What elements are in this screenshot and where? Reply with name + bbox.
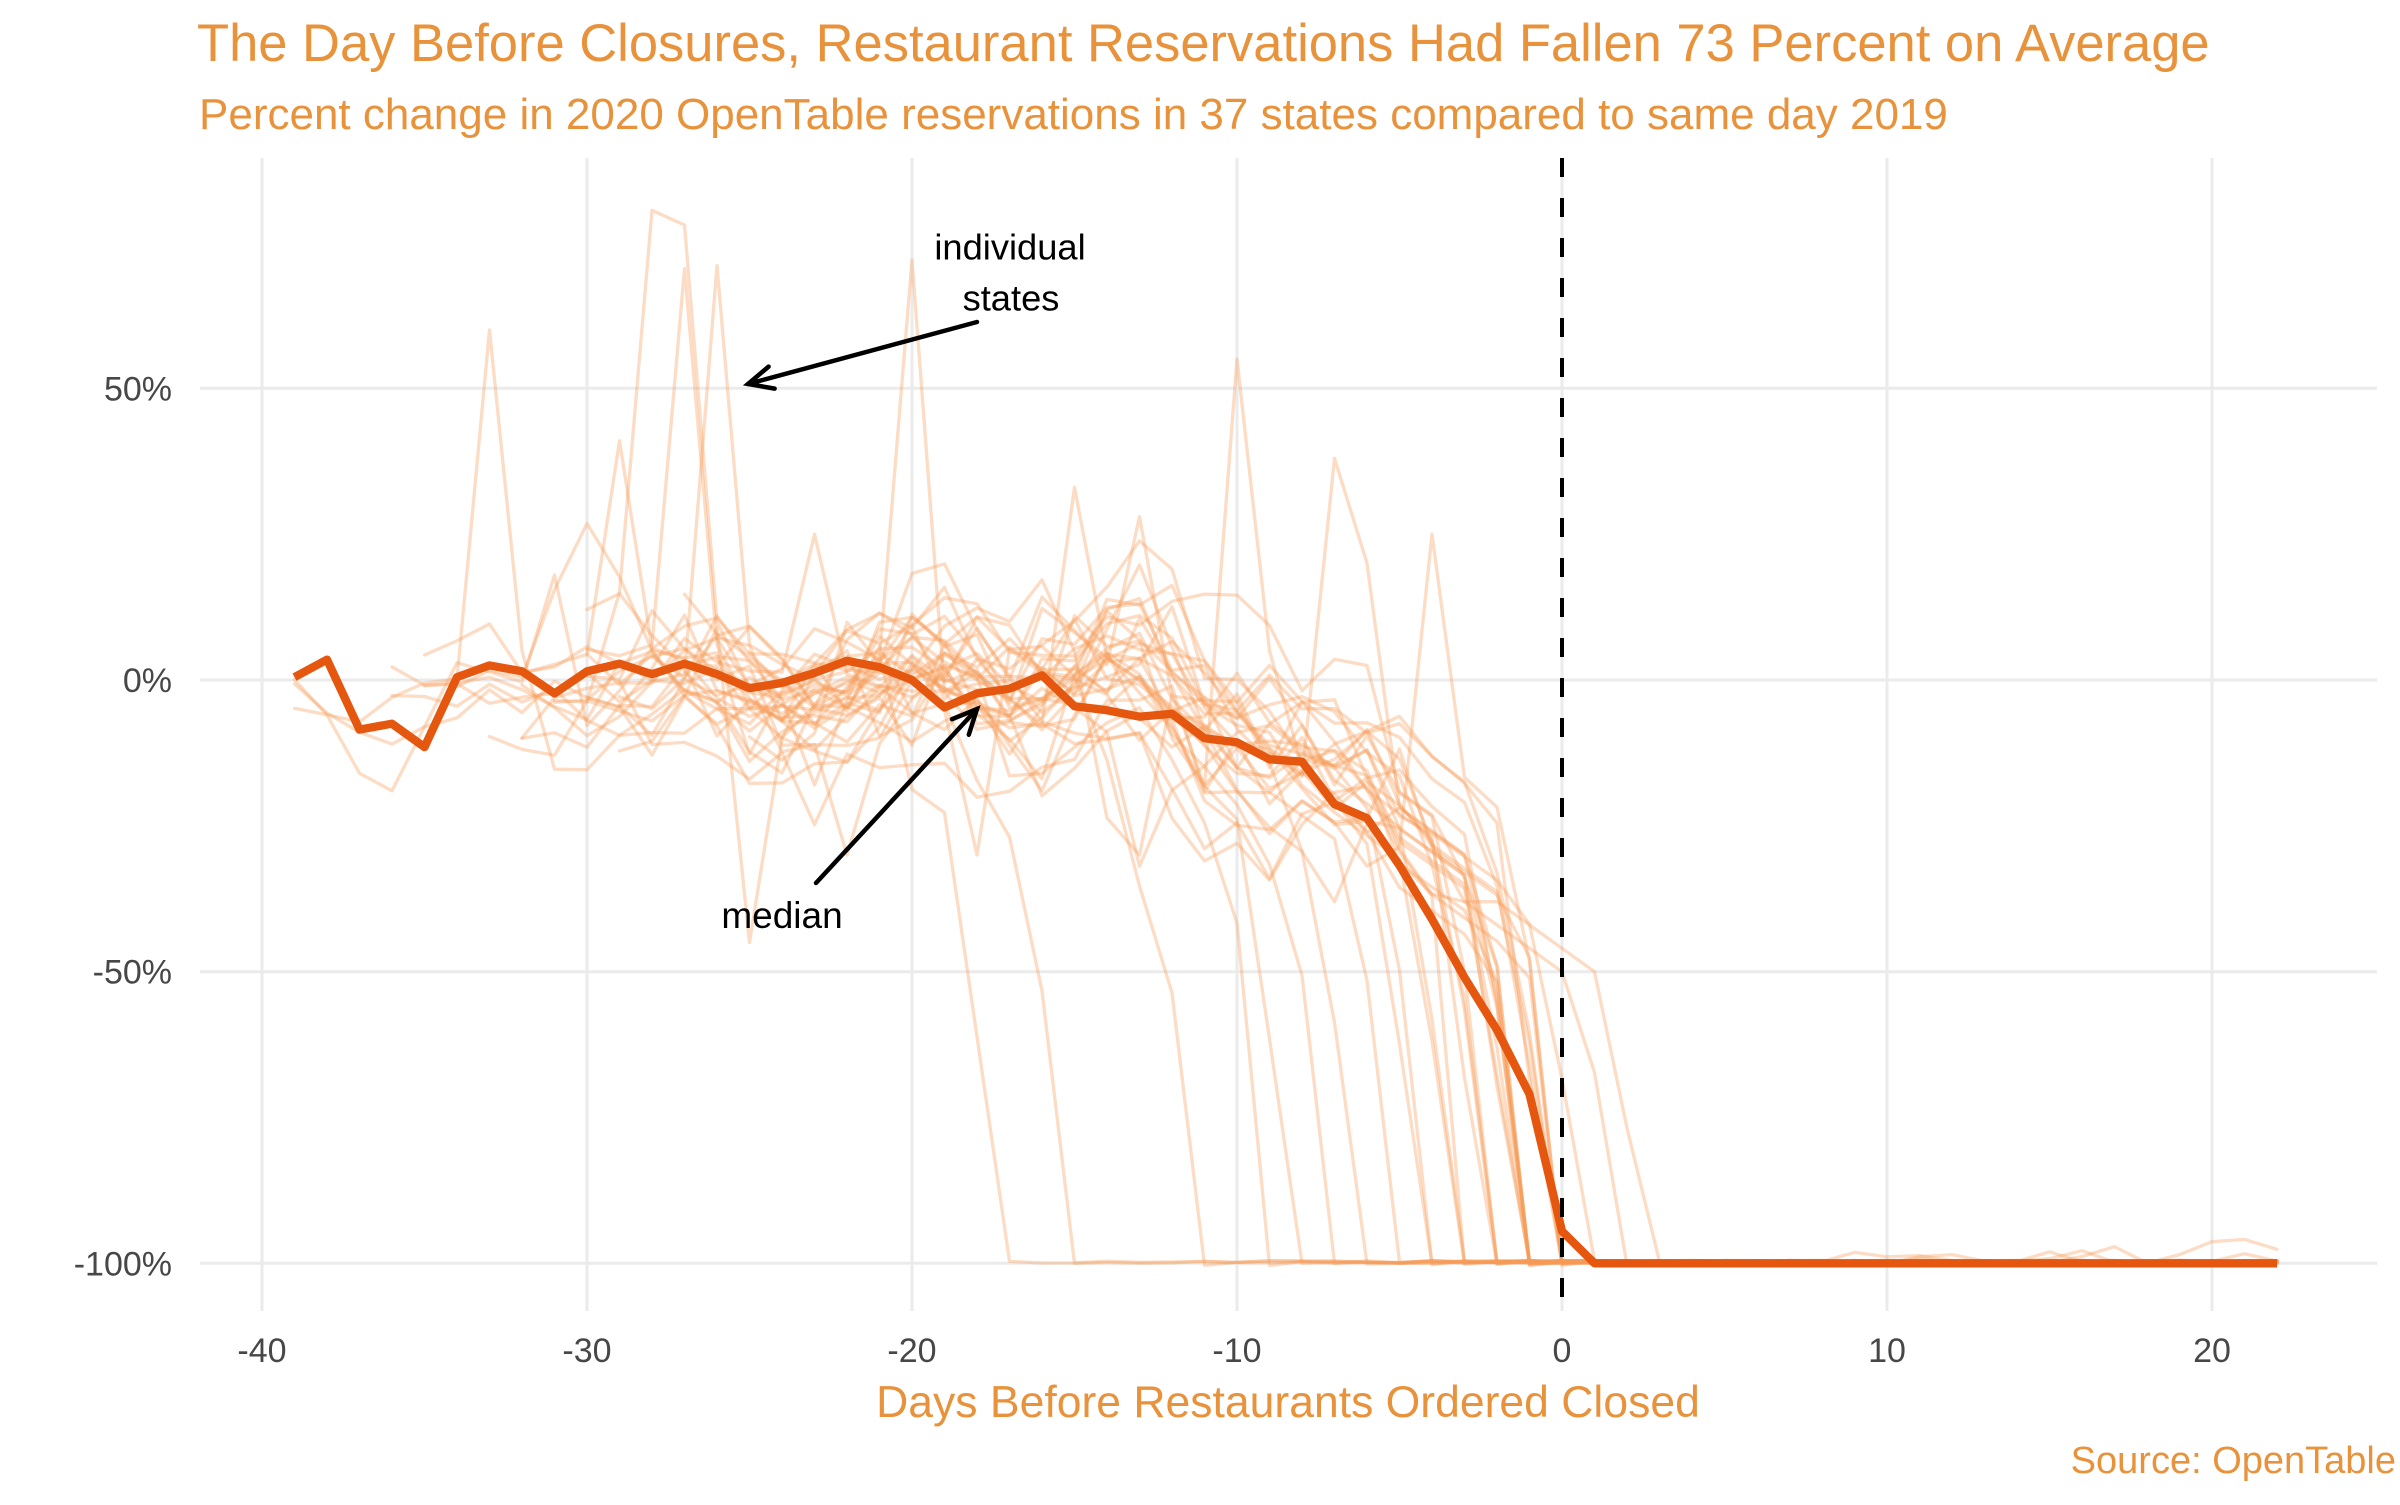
svg-text:Source: OpenTable: Source: OpenTable xyxy=(2071,1440,2396,1482)
svg-text:-40: -40 xyxy=(237,1332,286,1370)
svg-text:10: 10 xyxy=(1868,1332,1906,1370)
svg-text:The Day Before Closures, Resta: The Day Before Closures, Restaurant Rese… xyxy=(197,14,2210,73)
svg-text:Days Before Restaurants Ordere: Days Before Restaurants Ordered Closed xyxy=(876,1378,1700,1427)
svg-text:0: 0 xyxy=(1553,1332,1572,1370)
svg-text:0%: 0% xyxy=(123,662,172,700)
svg-text:-30: -30 xyxy=(562,1332,611,1370)
svg-text:50%: 50% xyxy=(104,370,172,408)
svg-text:median: median xyxy=(721,895,842,936)
svg-text:Percent change in 2020 OpenTab: Percent change in 2020 OpenTable reserva… xyxy=(199,90,1948,139)
svg-text:20: 20 xyxy=(2193,1332,2231,1370)
svg-text:individual: individual xyxy=(934,227,1085,268)
svg-text:-50%: -50% xyxy=(93,954,172,992)
svg-text:-20: -20 xyxy=(887,1332,936,1370)
svg-text:states: states xyxy=(963,278,1060,319)
svg-text:-100%: -100% xyxy=(74,1245,172,1283)
svg-text:-10: -10 xyxy=(1212,1332,1261,1370)
